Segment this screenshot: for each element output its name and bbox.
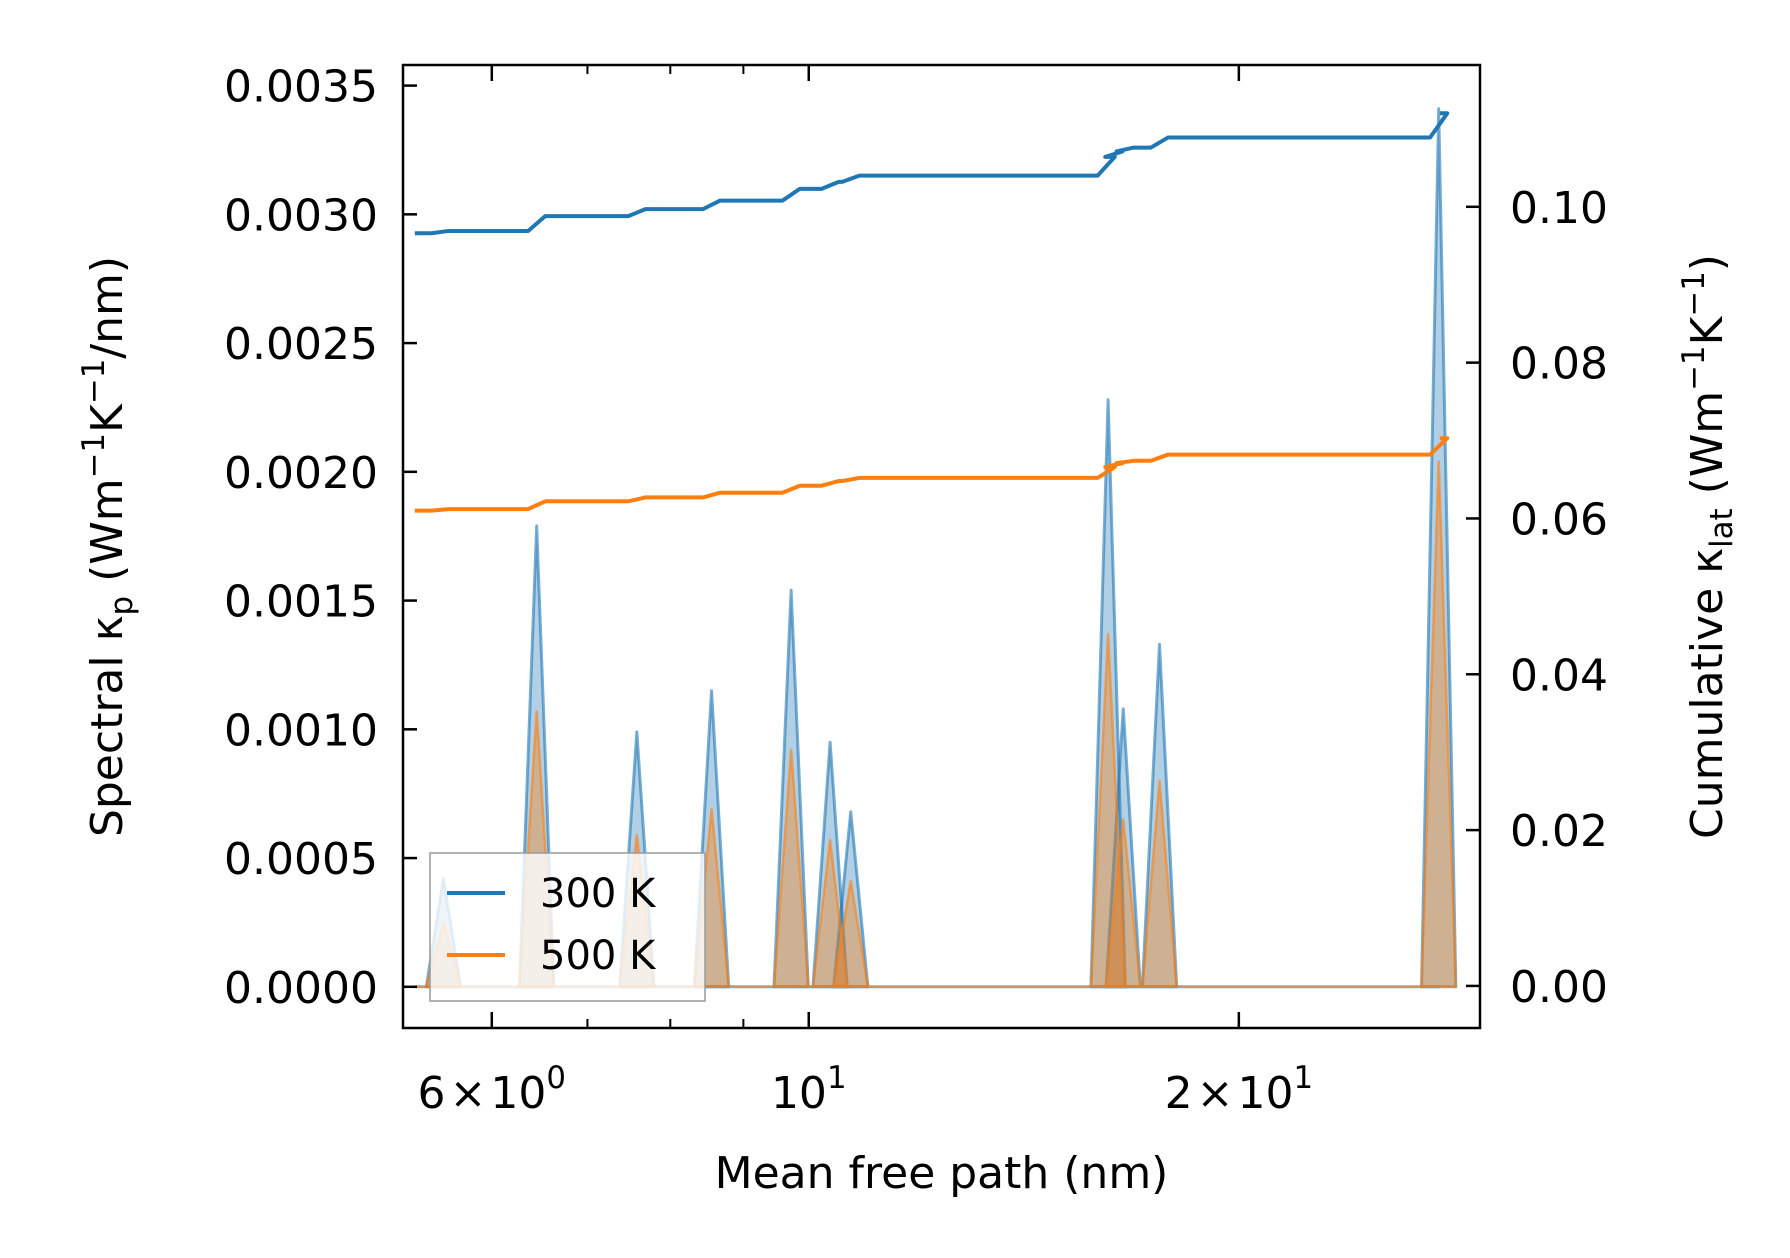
spectral-peak-500k-9 [1141, 779, 1178, 989]
y-left-tick-label: 0.0035 [224, 62, 378, 113]
legend-box [429, 852, 706, 1002]
legend: 300 K 500 K [429, 852, 706, 1002]
line-layer [414, 111, 1450, 513]
y-right-tick-label: 0.02 [1510, 806, 1608, 857]
tick-layer: 0.0000 0.0005 0.0010 0.0015 0.0020 0.0025 0.00… [224, 62, 1608, 1119]
y-left-tick-label: 0.0030 [224, 190, 378, 241]
y-right-tick-label: 0.04 [1510, 650, 1608, 701]
label-layer: Mean free path (nm) Spectral κp (Wm−1K−1/… [76, 254, 1740, 1199]
y-left-tick-label: 0.0000 [224, 963, 378, 1014]
legend-label: 300 K [540, 871, 657, 917]
y-right-axis-label: Cumulative κlat (Wm−1K−1) [1676, 254, 1740, 839]
y-left-axis-label: Spectral κp (Wm−1K−1/nm) [76, 256, 140, 837]
x-tick-label: 2×101 [1165, 1060, 1313, 1119]
y-right-tick-label: 0.10 [1510, 183, 1608, 234]
y-left-tick-label: 0.0020 [224, 448, 378, 499]
y-left-tick-label: 0.0005 [224, 834, 378, 885]
y-left-tick-label: 0.0025 [224, 319, 378, 370]
cumulative-line-500k [414, 436, 1450, 513]
y-right-tick-label: 0.00 [1510, 962, 1608, 1013]
y-left-tick-label: 0.0015 [224, 577, 378, 628]
spectral-peak-500k-8 [1104, 818, 1142, 989]
spectral-peak-500k-10 [1420, 460, 1458, 989]
y-right-tick-label: 0.08 [1510, 339, 1608, 390]
spectral-peak-500k-4 [772, 748, 810, 989]
cumulative-line-300k [414, 111, 1450, 236]
spectral-fill-layer [414, 107, 1458, 989]
x-axis-label: Mean free path (nm) [715, 1148, 1169, 1199]
legend-label: 500 K [540, 933, 657, 979]
plot-frame [401, 63, 1482, 1030]
spectral-peak-500k-6 [832, 879, 870, 989]
y-left-tick-label: 0.0010 [224, 705, 378, 756]
x-tick-label: 6×100 [418, 1060, 566, 1119]
y-right-tick-label: 0.06 [1510, 494, 1608, 545]
x-tick-label: 101 [771, 1060, 847, 1119]
axes-frame [401, 63, 1482, 1030]
